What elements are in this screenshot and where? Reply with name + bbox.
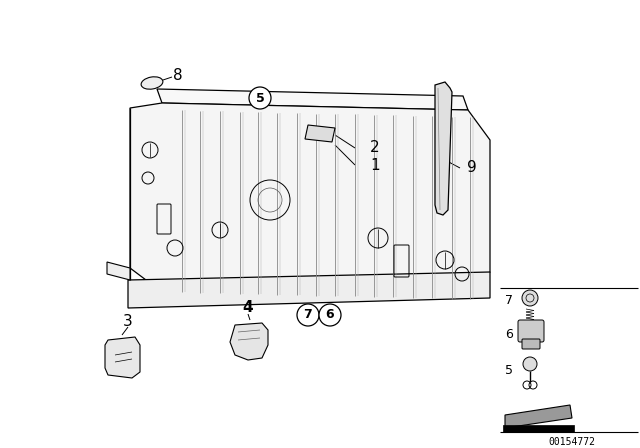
Polygon shape (128, 272, 490, 308)
Polygon shape (230, 323, 268, 360)
Text: 6: 6 (505, 328, 513, 341)
Circle shape (319, 304, 341, 326)
Polygon shape (305, 125, 335, 142)
Bar (503, 425, 574, 432)
Text: 4: 4 (243, 301, 253, 315)
Polygon shape (130, 103, 490, 298)
Text: 7: 7 (303, 309, 312, 322)
Text: 6: 6 (326, 309, 334, 322)
Polygon shape (107, 262, 130, 280)
FancyBboxPatch shape (522, 339, 540, 349)
Text: 00154772: 00154772 (548, 437, 595, 447)
Circle shape (297, 304, 319, 326)
FancyBboxPatch shape (518, 320, 544, 342)
Circle shape (522, 290, 538, 306)
Polygon shape (435, 82, 452, 215)
Circle shape (249, 87, 271, 109)
Text: 1: 1 (370, 158, 380, 172)
Text: 2: 2 (370, 141, 380, 155)
Text: 8: 8 (173, 69, 183, 83)
Circle shape (523, 357, 537, 371)
Polygon shape (505, 405, 572, 428)
Text: 5: 5 (505, 363, 513, 376)
Polygon shape (105, 337, 140, 378)
Polygon shape (157, 89, 468, 110)
Ellipse shape (141, 77, 163, 89)
Text: 5: 5 (255, 91, 264, 104)
Text: 9: 9 (467, 160, 477, 176)
Text: 7: 7 (505, 293, 513, 306)
Text: 3: 3 (123, 314, 133, 329)
